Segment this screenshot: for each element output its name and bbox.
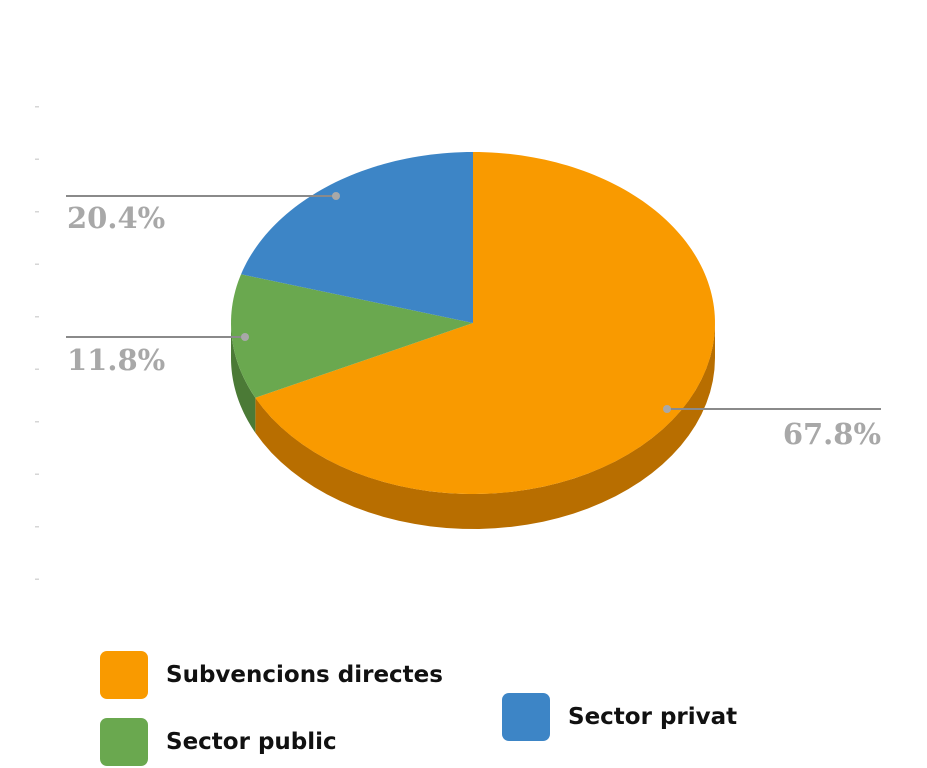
- leader-dot-sector-privat: [332, 192, 340, 200]
- pie-slice-sector-privat: [241, 152, 473, 323]
- data-label-sector-public: 11.8%: [67, 343, 165, 377]
- pie-sides: [231, 323, 715, 529]
- pie-slices: [231, 152, 715, 494]
- pie-side-sector-public: [231, 323, 256, 433]
- legend-item-subvencions-directes: Subvencions directes: [100, 651, 443, 699]
- axis-tick: [35, 106, 39, 108]
- axis-tick: [35, 526, 39, 528]
- axis-tick: [35, 211, 39, 213]
- pie-slice-sector-public: [231, 274, 473, 398]
- legend-swatch-sector-public: [100, 718, 148, 766]
- leader-dot-subvencions-directes: [663, 405, 671, 413]
- legend-swatch-subvencions-directes: [100, 651, 148, 699]
- axis-tick: [35, 316, 39, 318]
- data-label-subvencions-directes: 67.8%: [783, 417, 881, 451]
- legend-label-sector-privat: Sector privat: [568, 704, 738, 730]
- leader-lines: [66, 192, 881, 413]
- legend-label-sector-public: Sector public: [166, 729, 337, 755]
- pie-side-subvencions-directes: [255, 323, 715, 529]
- axis-tick: [35, 421, 39, 423]
- axis-tick: [35, 158, 39, 160]
- axis-tick: [35, 263, 39, 265]
- legend-item-sector-public: Sector public: [100, 718, 337, 766]
- data-label-sector-privat: 20.4%: [67, 201, 165, 235]
- axis-tick-marks: [35, 106, 39, 580]
- legend-label-subvencions-directes: Subvencions directes: [166, 662, 443, 688]
- legend-item-sector-privat: Sector privat: [502, 693, 737, 741]
- leader-dot-sector-public: [241, 333, 249, 341]
- legend-swatch-sector-privat: [502, 693, 550, 741]
- pie-slice-subvencions-directes: [255, 152, 715, 494]
- axis-tick: [35, 368, 39, 370]
- axis-tick: [35, 473, 39, 475]
- axis-tick: [35, 578, 39, 580]
